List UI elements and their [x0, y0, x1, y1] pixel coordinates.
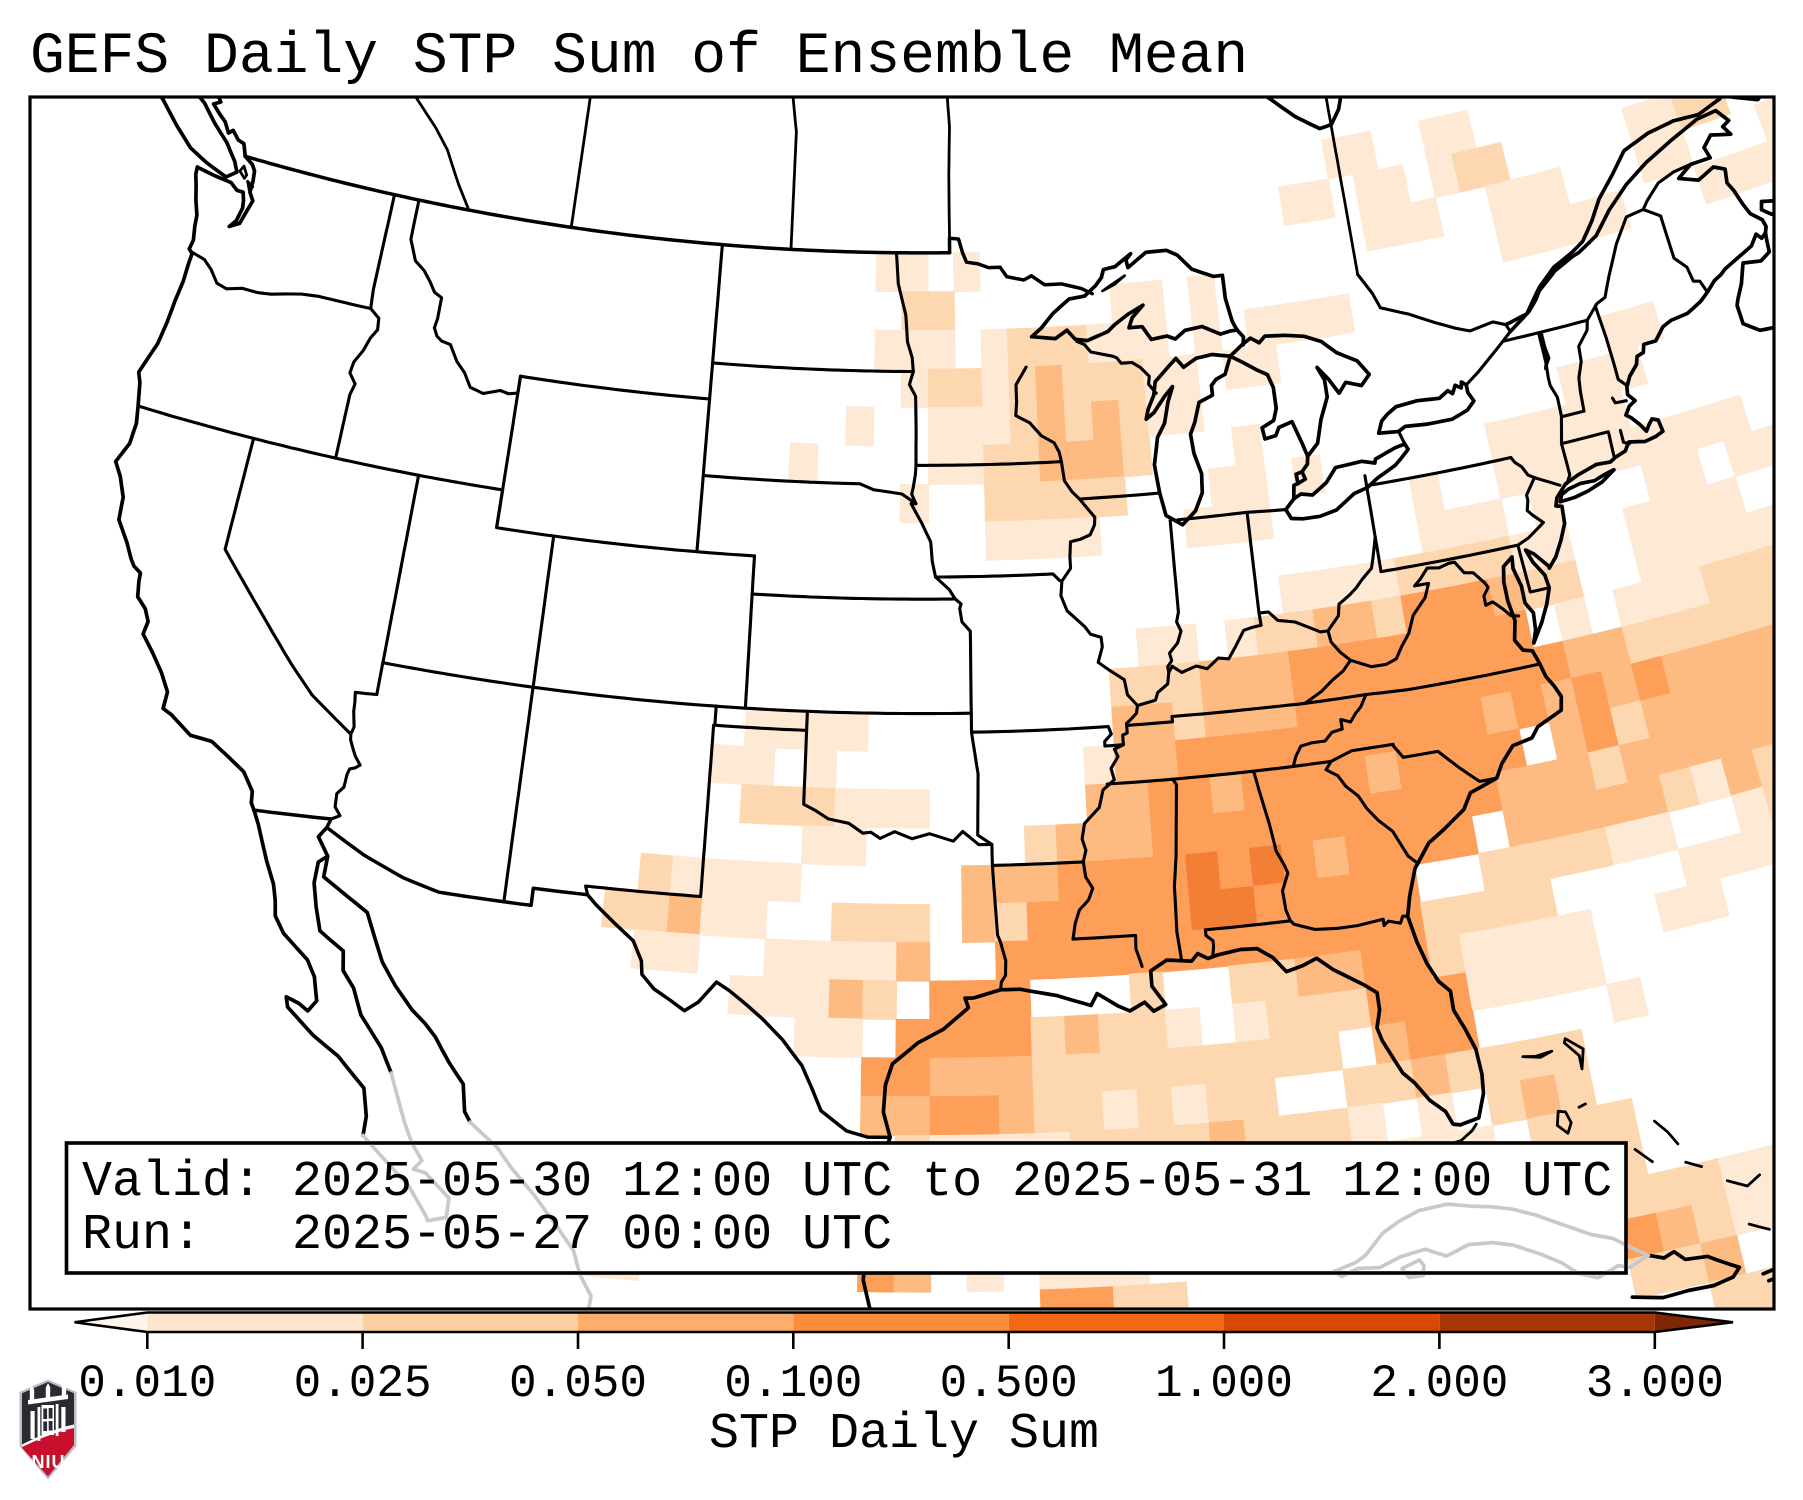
svg-text:0.500: 0.500 [940, 1358, 1078, 1410]
svg-text:STP Daily Sum: STP Daily Sum [709, 1406, 1099, 1463]
svg-text:NIU: NIU [32, 1452, 66, 1472]
svg-text:3.000: 3.000 [1586, 1358, 1724, 1410]
svg-text:GEFS Daily STP Sum of Ensemble: GEFS Daily STP Sum of Ensemble Mean [30, 25, 1248, 90]
svg-text:0.050: 0.050 [509, 1358, 647, 1410]
svg-text:0.100: 0.100 [724, 1358, 862, 1410]
svg-text:0.010: 0.010 [78, 1358, 216, 1410]
svg-text:1.000: 1.000 [1155, 1358, 1293, 1410]
svg-text:Valid: 2025-05-30 12:00 UTC to: Valid: 2025-05-30 12:00 UTC to 2025-05-3… [82, 1154, 1612, 1211]
svg-text:2.000: 2.000 [1370, 1358, 1508, 1410]
svg-text:Run: 2025-05-27 00:00 UTC: Run: 2025-05-27 00:00 UTC [82, 1207, 892, 1264]
svg-text:0.025: 0.025 [294, 1358, 432, 1410]
